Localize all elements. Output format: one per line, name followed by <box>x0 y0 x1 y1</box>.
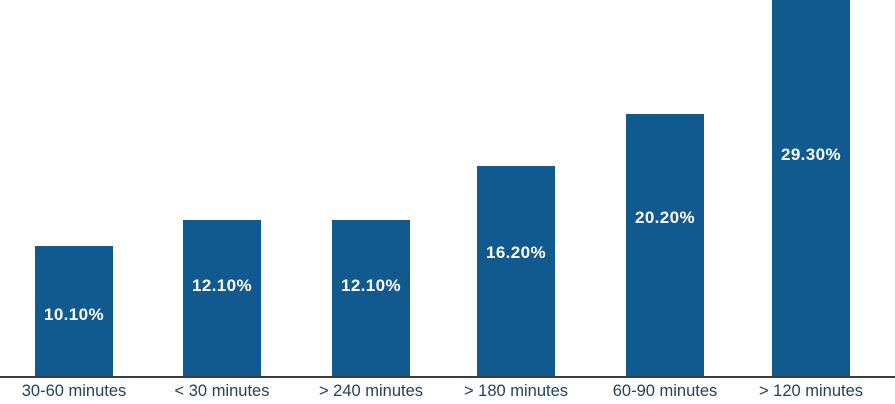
x-axis-line <box>0 376 895 378</box>
category-label: > 240 minutes <box>318 382 424 400</box>
bar-value-label: 12.10% <box>191 276 253 295</box>
bar-value-label: 12.10% <box>340 276 402 295</box>
bar <box>477 166 555 377</box>
category-label: < 30 minutes <box>174 382 270 400</box>
bar <box>183 220 261 377</box>
bar <box>35 246 113 377</box>
bar-value-label: 10.10% <box>43 305 105 324</box>
bar <box>332 220 410 377</box>
bar-value-label: 16.20% <box>485 243 547 262</box>
bar-value-label: 29.30% <box>780 145 842 164</box>
category-label: 60-90 minutes <box>612 382 718 400</box>
category-label: > 120 minutes <box>758 382 864 400</box>
category-label: > 180 minutes <box>463 382 569 400</box>
bar <box>772 0 850 377</box>
category-label: 30-60 minutes <box>21 382 127 400</box>
bar <box>626 114 704 377</box>
bar-value-label: 20.20% <box>634 208 696 227</box>
plot-area: 10.10% 12.10% 12.10% 16.20% 20.20% 29.30% <box>35 0 850 377</box>
